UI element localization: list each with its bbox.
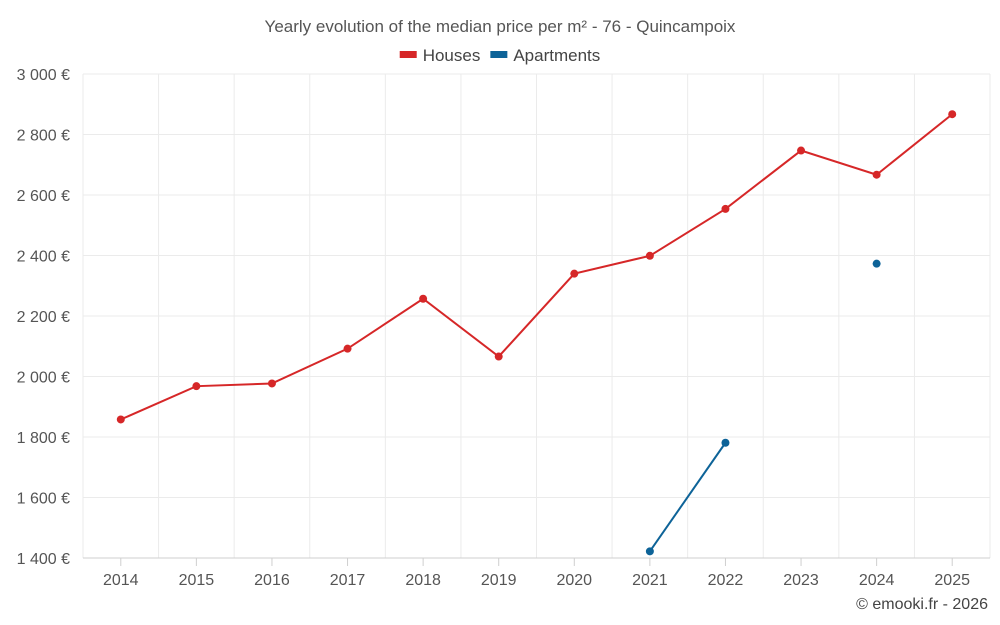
x-tick-label: 2019 xyxy=(481,572,517,589)
series-layer xyxy=(116,110,957,556)
y-tick-label: 2 600 € xyxy=(17,188,70,205)
y-tick-label: 2 200 € xyxy=(17,309,70,326)
data-point-houses[interactable] xyxy=(721,204,730,213)
x-tick-label: 2022 xyxy=(708,572,744,589)
y-tick-label: 2 000 € xyxy=(17,370,70,387)
data-point-houses[interactable] xyxy=(494,352,503,361)
series-apartments xyxy=(645,259,881,556)
series-houses xyxy=(116,110,957,424)
y-tick-label: 2 400 € xyxy=(17,249,70,266)
x-tick-label: 2023 xyxy=(783,572,819,589)
x-tick-label: 2020 xyxy=(556,572,592,589)
data-point-houses[interactable] xyxy=(343,344,352,353)
legend-item-houses[interactable]: Houses xyxy=(399,46,481,65)
y-axis-ticks: 1 400 € 1 600 € 1 800 € 2 000 € 2 200 € 2 400… xyxy=(17,67,70,568)
legend-label: Houses xyxy=(423,46,481,65)
series-line-houses xyxy=(120,113,953,421)
legend-label: Apartments xyxy=(513,46,600,65)
y-tick-label: 1 800 € xyxy=(17,430,70,447)
y-tick-label: 3 000 € xyxy=(17,67,70,84)
x-tick-label: 2017 xyxy=(330,572,366,589)
data-point-houses[interactable] xyxy=(116,415,125,424)
data-point-houses[interactable] xyxy=(645,251,654,260)
data-point-houses[interactable] xyxy=(267,379,276,388)
chart-title: Yearly evolution of the median price per… xyxy=(265,17,736,36)
data-point-houses[interactable] xyxy=(192,382,201,391)
y-tick-label: 1 400 € xyxy=(17,551,70,568)
data-point-houses[interactable] xyxy=(570,269,579,278)
x-tick-label: 2015 xyxy=(179,572,215,589)
data-point-houses[interactable] xyxy=(419,294,428,303)
y-tick-label: 2 800 € xyxy=(17,128,70,145)
credit-text: © emooki.fr - 2026 xyxy=(856,596,988,613)
data-point-houses[interactable] xyxy=(948,110,957,119)
x-tick-label: 2018 xyxy=(405,572,441,589)
x-axis-ticks: 2014 2015 2016 2017 2018 2019 2020 2021 2022 2023… xyxy=(103,558,970,589)
x-tick-label: 2014 xyxy=(103,572,139,589)
data-point-apartments[interactable] xyxy=(721,438,730,447)
data-point-apartments[interactable] xyxy=(645,547,654,556)
x-tick-label: 2025 xyxy=(934,572,970,589)
x-tick-label: 2024 xyxy=(859,572,895,589)
data-point-houses[interactable] xyxy=(872,170,881,179)
x-tick-label: 2021 xyxy=(632,572,668,589)
series-line-apartments xyxy=(649,442,727,552)
data-point-apartments[interactable] xyxy=(872,259,881,268)
legend-item-apartments[interactable]: Apartments xyxy=(490,46,600,65)
legend-swatch xyxy=(490,51,508,58)
gridlines xyxy=(82,73,991,558)
legend-swatch xyxy=(399,51,417,58)
legend: Houses Apartments xyxy=(399,46,600,65)
x-tick-label: 2016 xyxy=(254,572,290,589)
y-tick-label: 1 600 € xyxy=(17,491,70,508)
data-point-houses[interactable] xyxy=(797,146,806,155)
